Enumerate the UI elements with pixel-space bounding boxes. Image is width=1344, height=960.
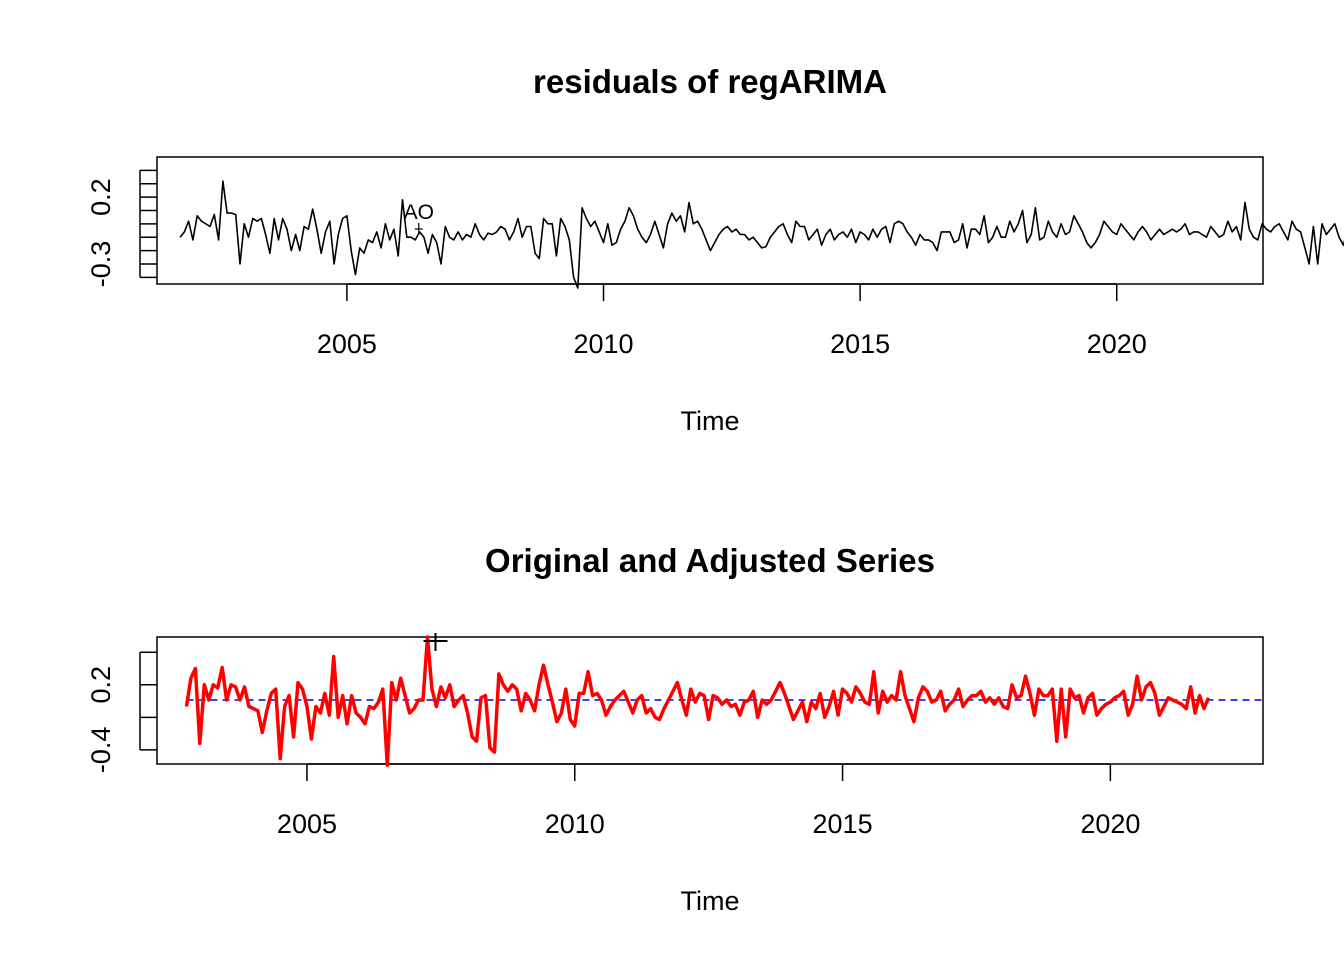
x-axis-title: Time xyxy=(681,886,740,916)
x-tick-label: 2005 xyxy=(277,809,337,839)
x-tick-label: 2010 xyxy=(545,809,605,839)
x-tick-label: 2005 xyxy=(317,329,377,359)
chart-original-adjusted: Original and Adjusted Series -0.4 0.2 200… xyxy=(86,542,1264,916)
x-axis: 2005 2010 2015 2020 xyxy=(277,763,1140,839)
y-tick-label: -0.4 xyxy=(86,727,116,774)
outlier-label: AO xyxy=(404,201,434,224)
x-tick-label: 2015 xyxy=(813,809,873,839)
y-axis: -0.4 0.2 xyxy=(86,651,157,774)
y-axis: -0.3 0.2 xyxy=(86,169,157,288)
y-tick-label: 0.2 xyxy=(86,178,116,216)
y-tick-label: -0.3 xyxy=(86,241,116,288)
series-group xyxy=(184,635,1263,767)
chart-title: Original and Adjusted Series xyxy=(485,542,935,579)
plot-frame xyxy=(156,156,1264,285)
series-line xyxy=(184,635,1211,767)
series-line xyxy=(179,180,1344,289)
y-tick-label: 0.2 xyxy=(86,666,116,704)
annotations: AO xyxy=(404,201,434,235)
series-group xyxy=(179,180,1344,289)
x-axis: 2005 2010 2015 2020 xyxy=(317,283,1147,359)
x-tick-label: 2010 xyxy=(573,329,633,359)
chart-title: residuals of regARIMA xyxy=(533,63,887,100)
chart-residuals: residuals of regARIMA -0.30.2 2005 2010 20… xyxy=(86,63,1344,436)
x-tick-label: 2020 xyxy=(1080,809,1140,839)
annotations xyxy=(423,633,448,651)
x-tick-label: 2015 xyxy=(830,329,890,359)
x-axis-title: Time xyxy=(681,406,740,436)
x-tick-label: 2020 xyxy=(1087,329,1147,359)
